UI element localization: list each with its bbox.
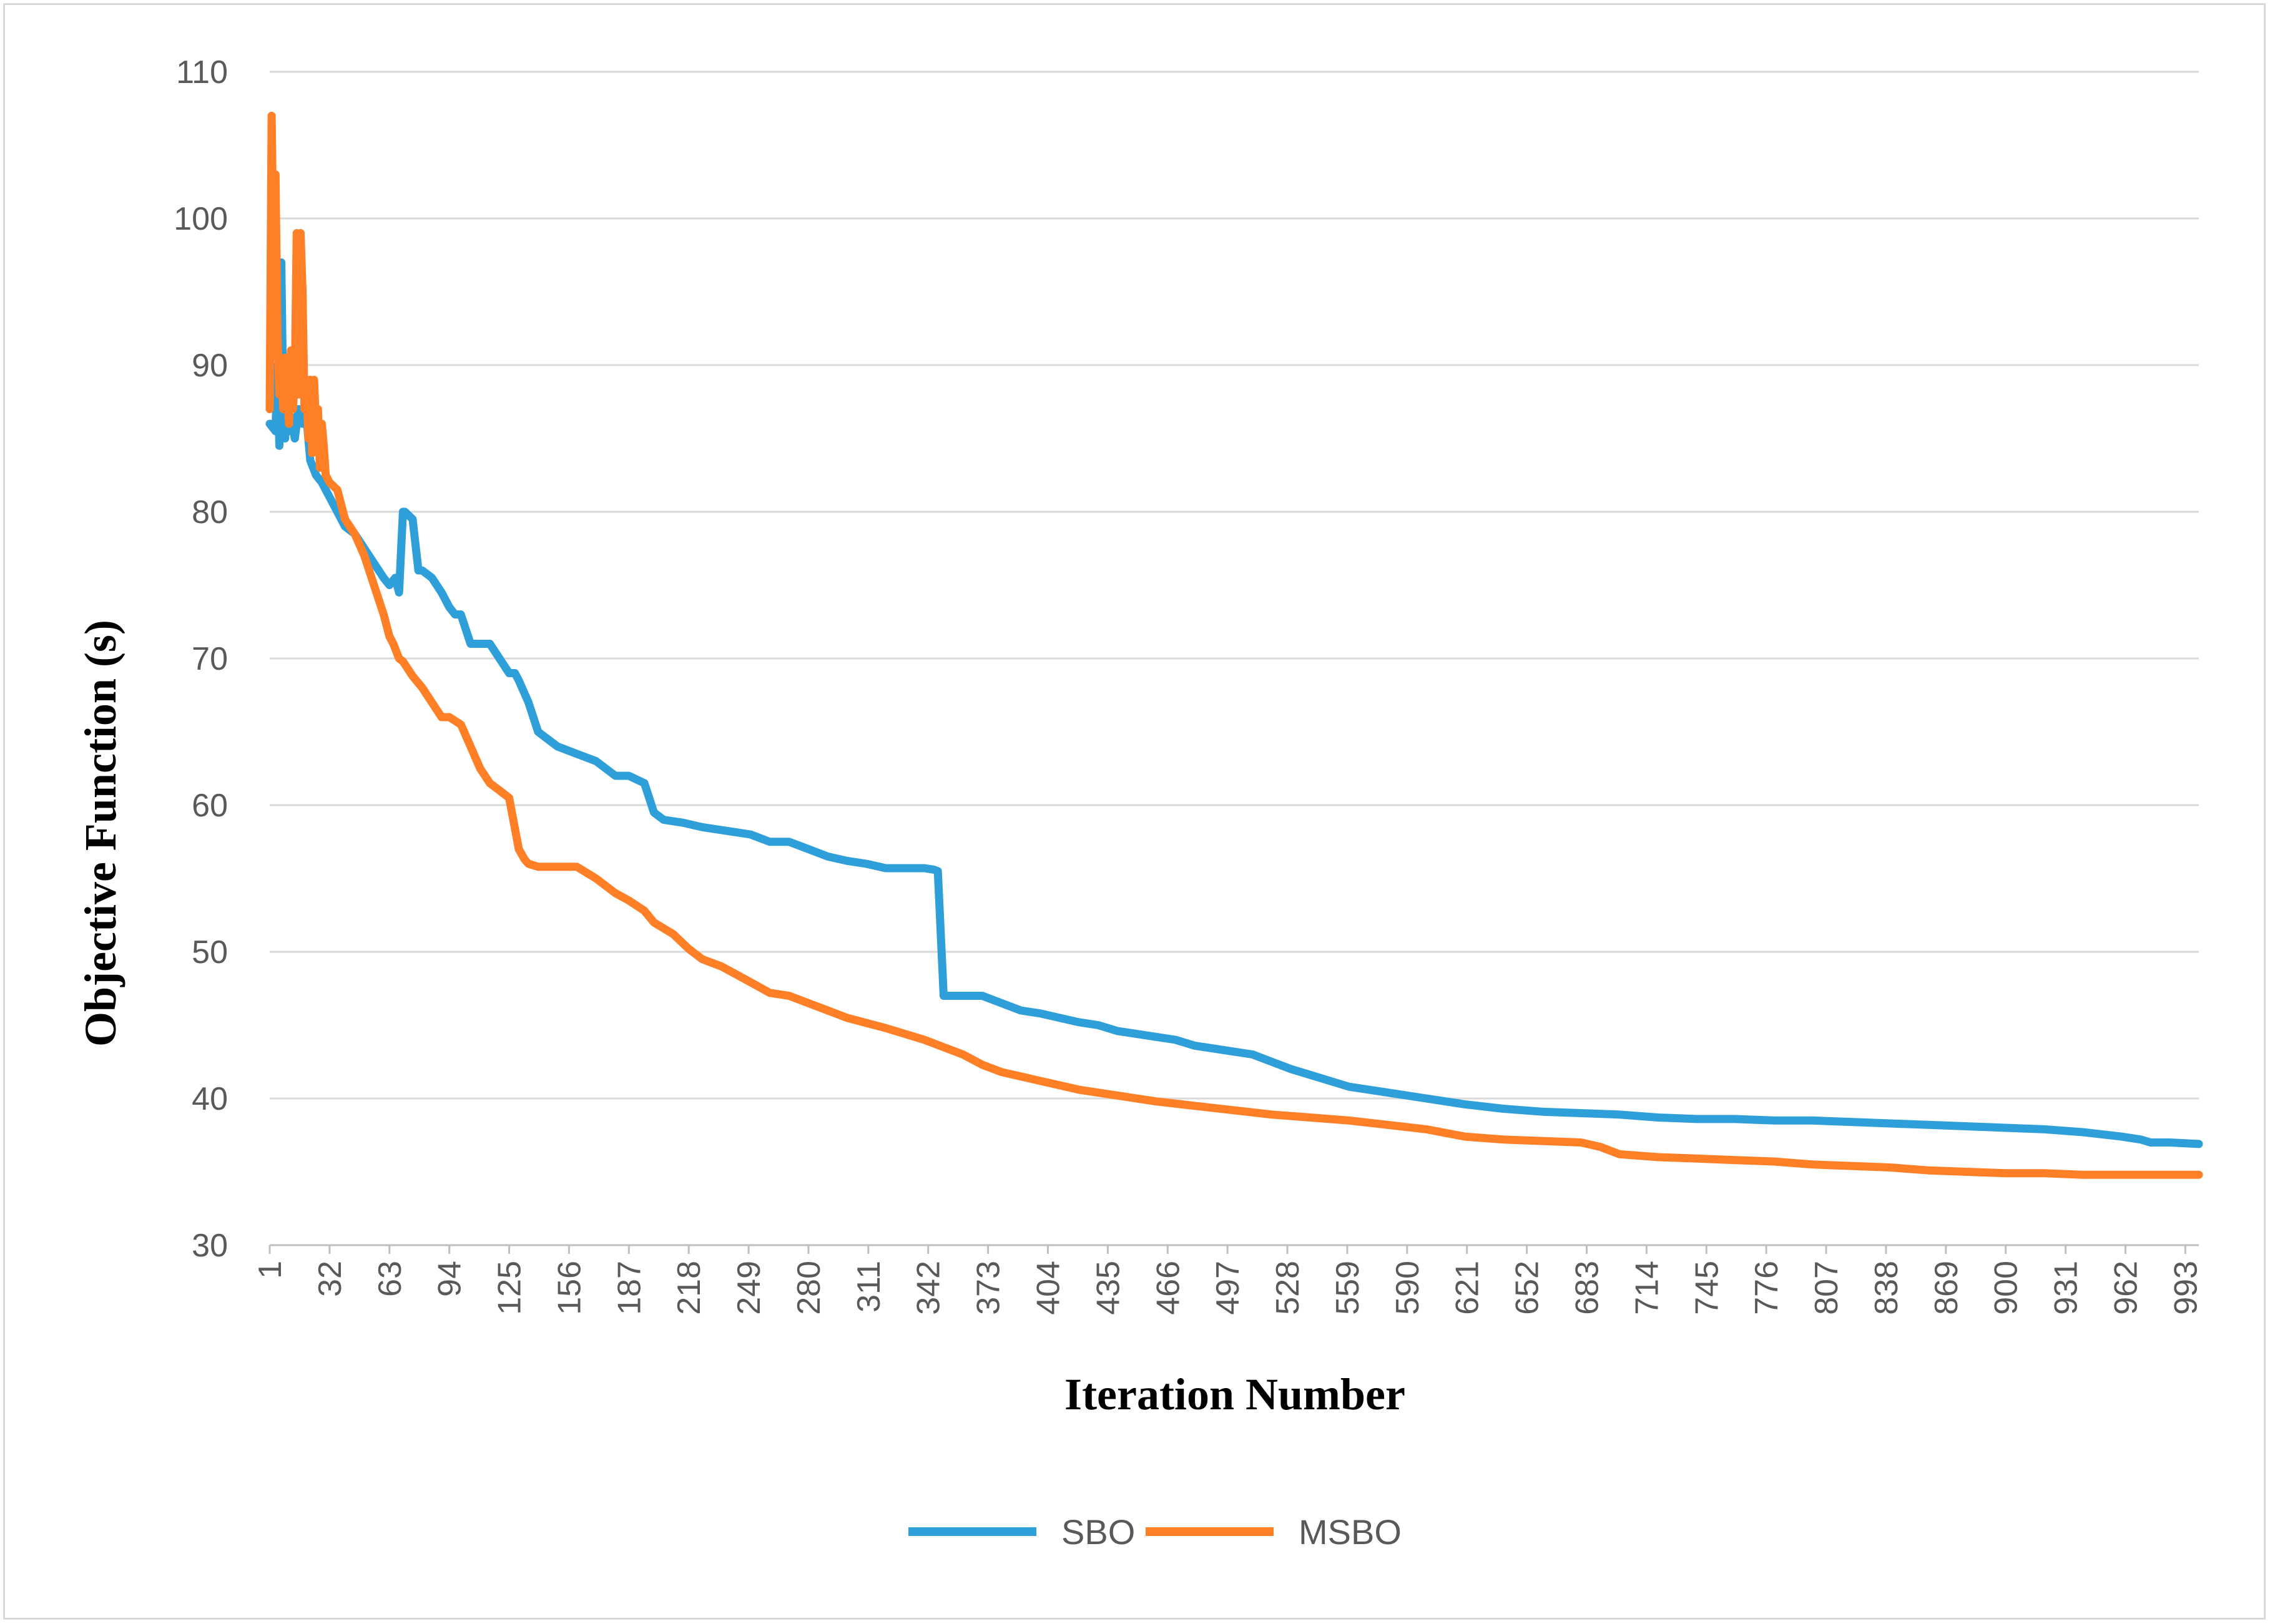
x-tick-label: 745 [1689, 1261, 1725, 1315]
y-tick-label: 70 [192, 641, 228, 677]
x-tick-label: 652 [1510, 1261, 1546, 1315]
x-tick-label: 714 [1629, 1261, 1665, 1315]
x-axis-ticks: 1 32 63 94 125 156 187 218 249 280 311 342 373 404 435… [252, 1245, 2204, 1315]
x-tick-label: 776 [1749, 1261, 1785, 1315]
x-tick-label: 869 [1929, 1261, 1965, 1315]
y-tick-label: 60 [192, 788, 228, 824]
x-tick-label: 559 [1330, 1261, 1366, 1315]
x-tick-label: 466 [1150, 1261, 1186, 1315]
x-tick-label: 931 [2048, 1261, 2085, 1315]
series-line-sbo [265, 258, 2203, 1148]
x-tick-label: 32 [312, 1261, 348, 1297]
legend: SBO MSBO [908, 1512, 1402, 1552]
x-tick-label: 311 [851, 1261, 887, 1313]
series-lines [265, 112, 2203, 1179]
x-tick-label: 373 [971, 1261, 1007, 1315]
x-tick-label: 94 [432, 1261, 468, 1297]
x-tick-label: 218 [671, 1261, 707, 1315]
x-tick-label: 900 [1988, 1261, 2025, 1315]
x-tick-label: 156 [551, 1261, 587, 1315]
x-tick-label: 404 [1031, 1261, 1067, 1315]
x-tick-label: 497 [1210, 1261, 1246, 1315]
x-tick-label: 683 [1569, 1261, 1605, 1315]
x-tick-label: 280 [791, 1261, 827, 1315]
y-axis-ticks: 30 40 50 60 70 80 90 100 110 [174, 54, 228, 1264]
x-tick-label: 621 [1450, 1261, 1486, 1315]
y-tick-label: 110 [176, 54, 228, 90]
x-tick-label: 342 [911, 1261, 947, 1315]
y-tick-label: 30 [192, 1228, 228, 1264]
x-tick-label: 962 [2108, 1261, 2144, 1315]
x-axis-title: Iteration Number [1064, 1369, 1405, 1419]
x-tick-label: 63 [372, 1261, 408, 1297]
y-tick-label: 100 [174, 201, 228, 237]
x-tick-label: 838 [1869, 1261, 1905, 1315]
x-tick-label: 125 [492, 1261, 528, 1315]
x-tick-label: 435 [1090, 1261, 1126, 1315]
series-line-msbo [265, 112, 2203, 1179]
x-tick-label: 1 [252, 1261, 288, 1279]
y-tick-label: 50 [192, 934, 228, 971]
x-tick-label: 249 [731, 1261, 767, 1315]
legend-label-msbo: MSBO [1299, 1512, 1402, 1552]
y-tick-label: 80 [192, 494, 228, 531]
x-tick-label: 528 [1270, 1261, 1306, 1315]
x-tick-label: 807 [1809, 1261, 1845, 1315]
x-tick-label: 590 [1390, 1261, 1426, 1315]
x-tick-label: 187 [611, 1261, 647, 1315]
gridlines [270, 71, 2199, 1100]
legend-label-sbo: SBO [1061, 1512, 1135, 1552]
y-tick-label: 90 [192, 348, 228, 384]
chart-frame [3, 3, 2266, 1620]
y-axis-title: Objective Function (s) [76, 620, 125, 1047]
y-tick-label: 40 [192, 1081, 228, 1117]
x-tick-label: 993 [2168, 1261, 2204, 1315]
